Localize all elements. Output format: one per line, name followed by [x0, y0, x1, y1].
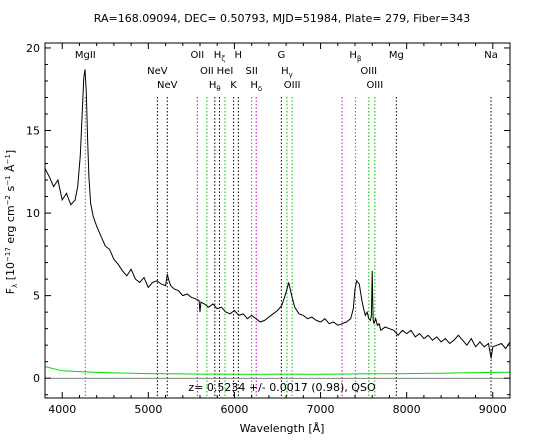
- spectral-line-label: Mg: [389, 50, 404, 61]
- spectral-line-label: OIII: [360, 66, 377, 77]
- x-axis-label: Wavelength [Å]: [240, 422, 325, 435]
- spectral-line-label: MgII: [75, 50, 96, 61]
- axis-ticks: 4000 5000 6000 7000 8000 9000 0 5 10 15 20: [26, 42, 511, 416]
- spectral-line-label: Hβ: [349, 50, 361, 63]
- y-axis-label: Fλ [10−17 erg cm−2 s−1 Å−1]: [4, 150, 19, 294]
- spectral-line-label: Hθ: [209, 80, 221, 93]
- y-tick-label: 10: [26, 207, 40, 220]
- x-tick-label: 8000: [393, 403, 421, 416]
- spectral-line-label: K: [230, 80, 237, 91]
- error-series-line: [44, 366, 511, 375]
- x-tick-label: 4000: [48, 403, 76, 416]
- spectral-line-label: Hγ: [281, 66, 293, 79]
- y-tick-label: 5: [33, 290, 40, 303]
- x-tick-label: 9000: [479, 403, 507, 416]
- spectral-line-label: OII: [200, 66, 214, 77]
- spectral-line-label: HeI: [217, 66, 234, 77]
- y-tick-label: 20: [26, 42, 40, 55]
- redshift-label: z= 0.5234 +/- 0.0017 (0.98), QSO: [188, 381, 376, 394]
- flux-series-line: [44, 69, 511, 359]
- plot-frame: [44, 42, 511, 399]
- spectral-line-label: Na: [484, 50, 498, 61]
- spectral-line-label: NeV: [147, 66, 168, 77]
- x-tick-label: 5000: [134, 403, 162, 416]
- spectral-line-label: SII: [246, 66, 258, 77]
- spectral-line-markers: [84, 97, 492, 398]
- series-layer: [44, 69, 511, 375]
- y-tick-label: 0: [33, 372, 40, 385]
- spectral-line-labels: MgIINeVNeVOIIOIIHθHζHeIKHSIIHδGHγOIIIHβO…: [75, 50, 498, 93]
- spectral-line-label: OIII: [284, 80, 301, 91]
- chart-title: RA=168.09094, DEC= 0.50793, MJD=51984, P…: [94, 12, 470, 25]
- x-tick-label: 7000: [307, 403, 335, 416]
- spectral-line-label: G: [278, 50, 286, 61]
- spectral-line-label: Hδ: [250, 80, 262, 93]
- spectral-line-label: OII: [190, 50, 204, 61]
- spectral-line-label: H: [235, 50, 243, 61]
- spectral-line-label: Hζ: [214, 50, 226, 63]
- x-tick-label: 6000: [220, 403, 248, 416]
- spectral-line-label: OIII: [366, 80, 383, 91]
- y-tick-label: 15: [26, 125, 40, 138]
- spectral-line-label: NeV: [157, 80, 178, 91]
